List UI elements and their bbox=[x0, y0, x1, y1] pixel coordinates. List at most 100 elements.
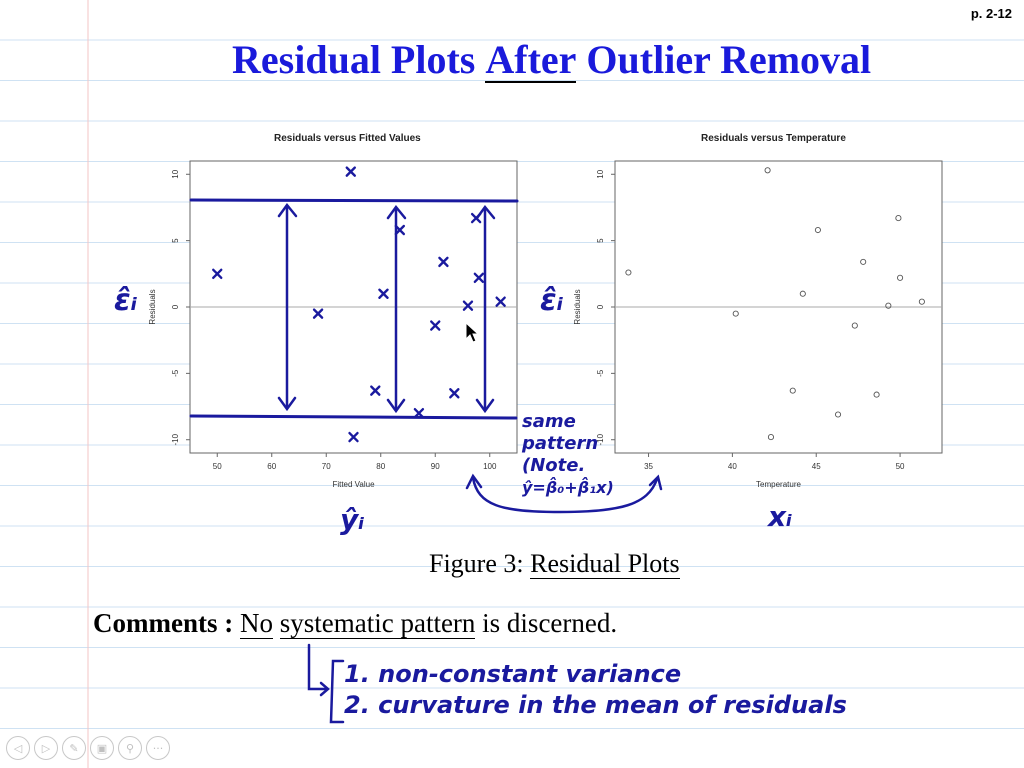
x-tick-label: 100 bbox=[483, 462, 497, 471]
y-tick-label: -10 bbox=[171, 433, 180, 445]
pen-icon[interactable]: ✎ bbox=[62, 736, 86, 760]
x-tick-label: 50 bbox=[896, 462, 905, 471]
more-icon[interactable]: ··· bbox=[146, 736, 170, 760]
temperature-residual-plot: 35 40 45 50 -10 -5 0 5 10 Temperature Residuals bbox=[573, 160, 943, 489]
x-tick-label: 45 bbox=[812, 462, 821, 471]
ink-formula: ŷ=β̂₀+β̂₁x) bbox=[522, 478, 614, 497]
page-number: p. 2-12 bbox=[970, 6, 1012, 21]
plot2-title: Residuals versus Temperature bbox=[701, 133, 846, 144]
residual-point-x bbox=[312, 308, 324, 319]
residual-point-x bbox=[348, 431, 359, 443]
fitted-values-residual-plot: 50 60 70 80 90 100 -10 -5 0 5 10 Fitted Value Residu… bbox=[148, 160, 518, 489]
residual-point-x bbox=[430, 320, 441, 331]
mouse-cursor-icon bbox=[465, 322, 479, 343]
ink-double-arrow-1 bbox=[277, 202, 298, 412]
point-cross bbox=[430, 320, 441, 331]
ink-item-1: 1. non-constant variance bbox=[344, 660, 682, 688]
y-tick-label: 5 bbox=[171, 238, 180, 243]
y-tick-label: 10 bbox=[171, 169, 180, 178]
zoom-icon[interactable]: ⚲ bbox=[118, 736, 142, 760]
figure-label: Figure 3: bbox=[429, 549, 531, 578]
ink-note: (Note. bbox=[522, 455, 586, 476]
residual-point-x bbox=[462, 300, 474, 311]
point-cross bbox=[473, 272, 485, 283]
residual-point-circle bbox=[873, 391, 880, 398]
y-tick-label: 0 bbox=[171, 304, 180, 309]
comments-no: No bbox=[239, 608, 273, 639]
y-tick-label: 0 bbox=[596, 304, 605, 309]
x-tick-label: 40 bbox=[728, 462, 737, 471]
point-cross bbox=[212, 268, 223, 280]
residual-point-x bbox=[345, 166, 356, 177]
y-tick-label: 5 bbox=[596, 238, 605, 243]
ink-double-arrow-3 bbox=[475, 204, 496, 414]
y-tick-label: 10 bbox=[596, 169, 605, 178]
residual-point-x bbox=[473, 272, 485, 283]
presentation-toolbar: ◁ ▷ ✎ ▣ ⚲ ··· bbox=[6, 736, 170, 762]
point-cross bbox=[370, 385, 381, 396]
residual-point-x bbox=[413, 407, 425, 419]
ink-y-hat: ŷᵢ bbox=[340, 503, 365, 536]
ink-comment-bracket bbox=[307, 643, 345, 724]
ink-epsilon-hat-right: ε̂ᵢ bbox=[540, 283, 564, 318]
x-tick-label: 50 bbox=[213, 462, 222, 471]
ink-double-arrow-2 bbox=[386, 204, 407, 414]
title-emphasis-after: After bbox=[485, 37, 577, 83]
x-tick-label: 80 bbox=[376, 462, 385, 471]
figure-name: Residual Plots bbox=[530, 549, 680, 579]
pages-icon[interactable]: ▣ bbox=[90, 736, 114, 760]
point-cross bbox=[413, 407, 425, 419]
prev-icon[interactable]: ◁ bbox=[6, 736, 30, 760]
y-tick-label: -10 bbox=[596, 433, 605, 445]
residual-point-circle bbox=[732, 310, 739, 317]
ink-item-2: 2. curvature in the mean of residuals bbox=[344, 691, 847, 719]
figure-caption: Figure 3: Residual Plots bbox=[429, 549, 680, 579]
residual-point-circle bbox=[625, 269, 632, 276]
x-axis-label: Fitted Value bbox=[332, 480, 375, 489]
residual-point-circle bbox=[767, 434, 775, 441]
ink-connecting-arrow bbox=[465, 473, 663, 514]
residual-point-circle bbox=[897, 274, 904, 281]
title-part-1: Residual Plots bbox=[232, 37, 486, 82]
residual-point-x bbox=[438, 256, 449, 268]
residual-point-x bbox=[370, 385, 381, 396]
x-axis-label: Temperature bbox=[756, 480, 801, 489]
residual-point-circle bbox=[789, 387, 796, 394]
ink-lower-band-line bbox=[189, 414, 518, 420]
residual-point-x bbox=[449, 388, 460, 399]
ink-same-pattern-note: same pattern (Note. ŷ=β̂₀+β̂₁x) bbox=[522, 411, 614, 499]
point-cross bbox=[312, 308, 324, 319]
ink-same: same bbox=[522, 411, 576, 432]
next-icon[interactable]: ▷ bbox=[34, 736, 58, 760]
x-tick-label: 35 bbox=[644, 462, 653, 471]
comments-phrase: systematic pattern bbox=[279, 608, 476, 639]
point-cross bbox=[495, 296, 506, 307]
title-part-2: Outlier Removal bbox=[576, 37, 872, 82]
ink-upper-band-line bbox=[189, 198, 519, 203]
residual-point-circle bbox=[814, 226, 821, 234]
residual-point-circle bbox=[918, 298, 925, 305]
point-cross bbox=[438, 256, 449, 268]
ink-epsilon-hat-left: ε̂ᵢ bbox=[114, 283, 138, 318]
x-tick-label: 90 bbox=[431, 462, 440, 471]
ink-pattern: pattern bbox=[522, 433, 599, 454]
residual-point-circle bbox=[860, 258, 867, 265]
y-tick-label: -5 bbox=[596, 369, 605, 377]
y-axis-label: Residuals bbox=[573, 289, 582, 324]
point-cross bbox=[449, 388, 460, 399]
residual-point-circle bbox=[851, 322, 858, 329]
residual-point-x bbox=[495, 296, 506, 307]
residual-point-circle bbox=[895, 215, 902, 222]
residual-point-x bbox=[378, 288, 389, 299]
residual-point-circle bbox=[764, 167, 771, 174]
residual-point-circle bbox=[834, 411, 842, 418]
comments-label: Comments : bbox=[93, 608, 234, 638]
residual-point-circle bbox=[799, 290, 806, 297]
comments-rest: is discerned. bbox=[475, 608, 618, 638]
comments-line: Comments : No systematic pattern is disc… bbox=[93, 608, 617, 639]
x-tick-label: 60 bbox=[267, 462, 276, 471]
slide-title: Residual Plots After Outlier Removal bbox=[232, 36, 871, 83]
point-cross bbox=[345, 166, 356, 177]
